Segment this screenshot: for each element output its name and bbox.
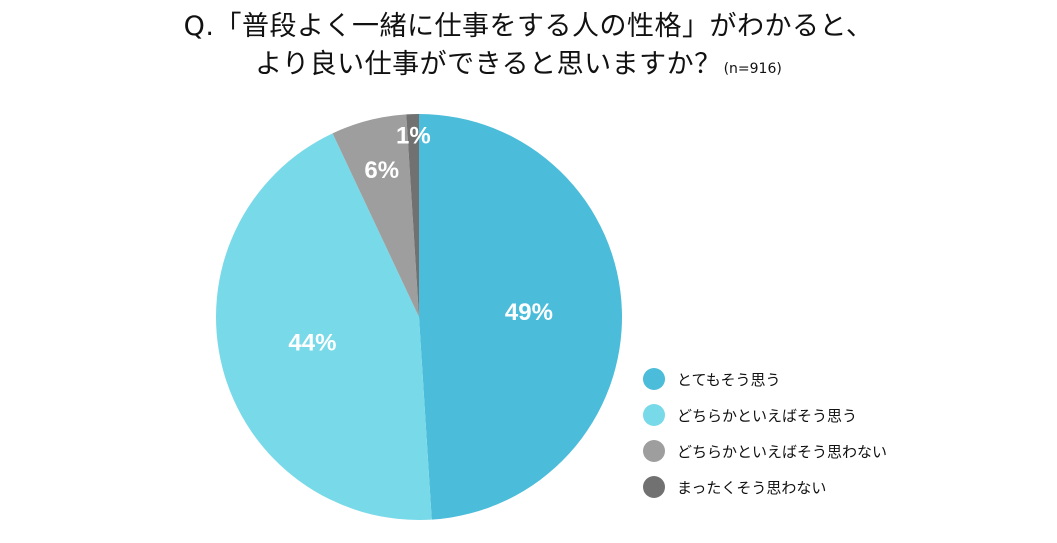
pie-slice-label-4: 1% [396,122,431,149]
legend-item-1: とてもそう思う [643,361,887,397]
chart-title: Q.「普段よく一緒に仕事をする人の性格」がわかると、 より良い仕事ができると思い… [0,8,1057,88]
pie-slice-label-1: 49% [505,299,553,326]
legend-item-3: どちらかといえばそう思わない [643,433,887,469]
legend-swatch-4 [643,476,665,498]
chart-legend: とてもそう思うどちらかといえばそう思うどちらかといえばそう思わない まったくそう思… [643,361,887,505]
pie-slice-label-2: 44% [288,330,336,357]
chart-title-line-2-text: より良い仕事ができると思いますか？ [255,49,722,80]
pie-slice-labels: 49% 44% 6% 1% [288,122,553,356]
pie-slices [216,114,622,520]
pie-slice-3 [332,114,419,317]
legend-label-4: まったくそう思わない [677,478,827,497]
legend-swatch-3 [643,440,665,462]
legend-item-4: まったくそう思わない [643,469,887,505]
legend-item-2: どちらかといえばそう思う [643,397,887,433]
pie-slice-2 [216,133,432,520]
chart-title-line-1: Q.「普段よく一緒に仕事をする人の性格」がわかると、 [183,11,874,42]
legend-label-1: とてもそう思う [677,370,781,389]
legend-label-3: どちらかといえばそう思わない [677,442,888,461]
legend-swatch-2 [643,404,665,426]
legend-label-2: どちらかといえばそう思う [677,406,858,425]
pie-slice-4 [406,114,419,317]
pie-slice-1 [419,114,622,520]
legend-swatch-1 [643,368,665,390]
pie-slice-label-3: 6% [364,157,399,184]
sample-size-note: (n=916) [723,61,782,77]
chart-title-line-2: より良い仕事ができると思いますか？ (n=916) [0,46,1057,88]
